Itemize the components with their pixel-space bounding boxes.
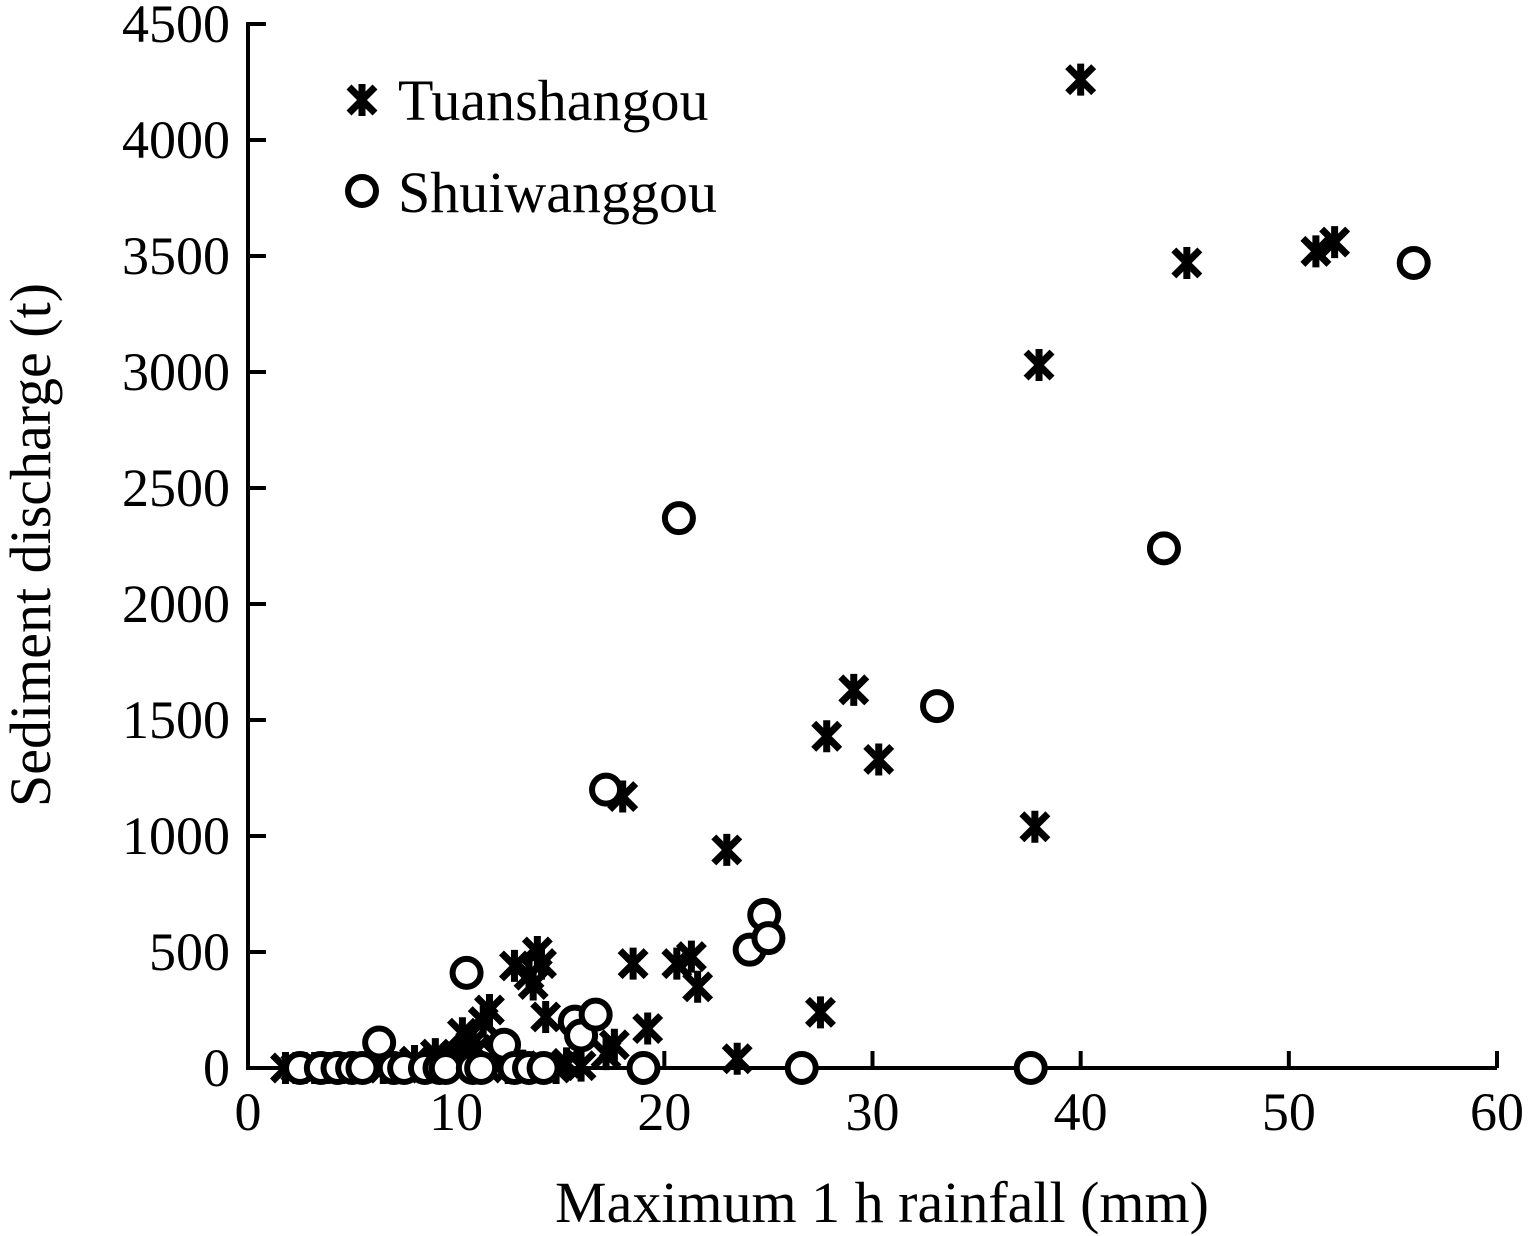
tuanshangou-point: [721, 1042, 753, 1075]
tuanshangou-point: [804, 996, 836, 1029]
y-tick-label: 4500: [122, 0, 230, 54]
tuanshangou-point: [526, 947, 557, 980]
axis-ticks: 0 500 1000 1500 2000 2500 3000 3500 4000 4500 0 10 2…: [122, 0, 1524, 1142]
shuiwanggou-point: [784, 1051, 819, 1085]
y-axis-title: Sediment discharge (t): [0, 283, 63, 807]
tuanshangou-point: [473, 994, 505, 1026]
x-tick-label: 0: [235, 1082, 262, 1142]
tuanshangou-point: [1319, 226, 1351, 259]
shuiwanggou-point: [1146, 531, 1181, 566]
shuiwanggou-point: [578, 997, 613, 1032]
shuiwanggou-point: [526, 1051, 561, 1085]
legend-label-tuanshangou: Tuanshangou: [398, 68, 708, 133]
legend-label-shuiwanggou: Shuiwanggou: [398, 160, 717, 225]
legend-marker-shuiwanggou: [345, 174, 379, 208]
shuiwanggou-point: [449, 955, 484, 990]
y-tick-label: 2000: [122, 574, 230, 634]
shuiwanggou-point: [626, 1051, 661, 1085]
shuiwanggou-point: [362, 1025, 397, 1060]
y-tick-label: 3000: [122, 342, 230, 402]
y-tick-label: 1500: [122, 690, 230, 750]
x-tick-label: 30: [846, 1082, 900, 1142]
x-tick-label: 50: [1262, 1082, 1316, 1142]
x-tick-label: 20: [637, 1082, 691, 1142]
y-tick-label: 4000: [122, 110, 230, 170]
tuanshangou-point: [1065, 63, 1097, 96]
shuiwanggou-point: [428, 1051, 463, 1085]
tuanshangou-point: [530, 1000, 562, 1033]
tuanshangou-point: [675, 940, 707, 973]
legend: Tuanshangou Shuiwanggou: [345, 68, 717, 225]
y-tick-label: 1000: [122, 806, 230, 866]
tuanshangou-point: [863, 743, 895, 776]
legend-circle-icon: [345, 174, 379, 208]
tuanshangou-point: [1019, 810, 1051, 843]
tuanshangou-point: [617, 947, 649, 980]
shuiwanggou-point: [661, 501, 696, 536]
tuanshangou-point: [632, 1012, 664, 1045]
tuanshangou-point: [1171, 246, 1203, 279]
shuiwanggou-point: [1013, 1051, 1048, 1085]
x-axis-title: Maximum 1 h rainfall (mm): [555, 1170, 1209, 1235]
tuanshangou-point: [598, 1028, 630, 1061]
tuanshangou-point: [565, 1049, 597, 1082]
tuanshangou-point: [682, 970, 714, 1003]
x-tick-label: 40: [1054, 1082, 1108, 1142]
shuiwanggou-point: [345, 1051, 380, 1085]
legend-marker-tuanshangou: [346, 84, 378, 116]
x-tick-label: 10: [429, 1082, 483, 1142]
y-tick-label: 500: [149, 922, 230, 982]
shuiwanggou-point: [464, 1051, 499, 1085]
tuanshangou-point: [1300, 235, 1332, 268]
y-tick-label: 0: [203, 1038, 230, 1098]
x-tick-label: 60: [1470, 1082, 1524, 1142]
legend-asterisk-icon: [346, 84, 378, 116]
tuanshangou-point: [1023, 349, 1055, 382]
shuiwanggou-point: [589, 772, 624, 807]
shuiwanggou-point: [1396, 245, 1431, 280]
tuanshangou-point: [811, 720, 843, 753]
data-points: [269, 63, 1431, 1085]
y-tick-label: 3500: [122, 226, 230, 286]
y-tick-label: 2500: [122, 458, 230, 518]
tuanshangou-point: [711, 833, 743, 866]
tuanshangou-point: [838, 673, 870, 706]
shuiwanggou-point: [751, 921, 786, 956]
shuiwanggou-point: [920, 689, 955, 724]
